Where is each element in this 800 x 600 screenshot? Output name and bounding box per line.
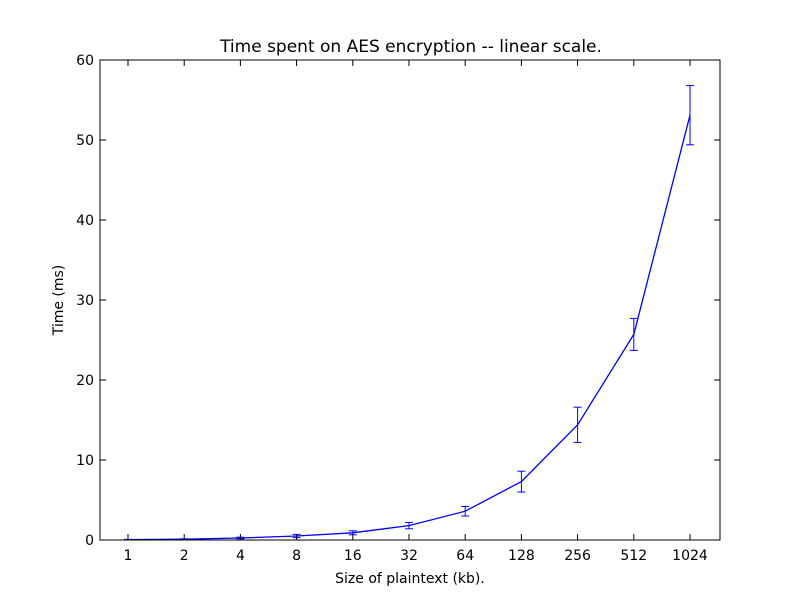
y-tick-label: 50 — [76, 133, 94, 149]
y-axis-label: Time (ms) — [51, 265, 67, 337]
y-tick-label: 30 — [76, 293, 94, 309]
x-tick-label: 8 — [292, 548, 301, 564]
x-tick-label: 1024 — [672, 548, 708, 564]
x-tick-label: 4 — [236, 548, 245, 564]
series-line — [127, 115, 691, 541]
x-tick-label: 512 — [620, 548, 647, 564]
plot-frame — [99, 59, 721, 541]
x-tick-label: 16 — [344, 548, 362, 564]
x-tick-label: 32 — [400, 548, 418, 564]
x-tick-label: 64 — [456, 548, 474, 564]
x-tick-label: 1 — [124, 548, 133, 564]
y-tick-label: 10 — [76, 453, 94, 469]
x-tick-label: 128 — [508, 548, 535, 564]
y-tick-label: 0 — [85, 533, 94, 549]
y-tick-label: 20 — [76, 373, 94, 389]
x-axis-label: Size of plaintext (kb). — [335, 571, 485, 587]
y-tick-label: 60 — [76, 53, 94, 69]
x-tick-label: 256 — [564, 548, 591, 564]
chart-title: Time spent on AES encryption -- linear s… — [219, 37, 602, 57]
plot-area — [124, 85, 694, 541]
x-axis: 1 2 4 8 16 32 64 128 256 512 1024 — [124, 60, 708, 564]
y-tick-label: 40 — [76, 213, 94, 229]
x-tick-label: 2 — [180, 548, 189, 564]
y-axis: 0 10 20 30 40 50 60 — [76, 53, 720, 549]
